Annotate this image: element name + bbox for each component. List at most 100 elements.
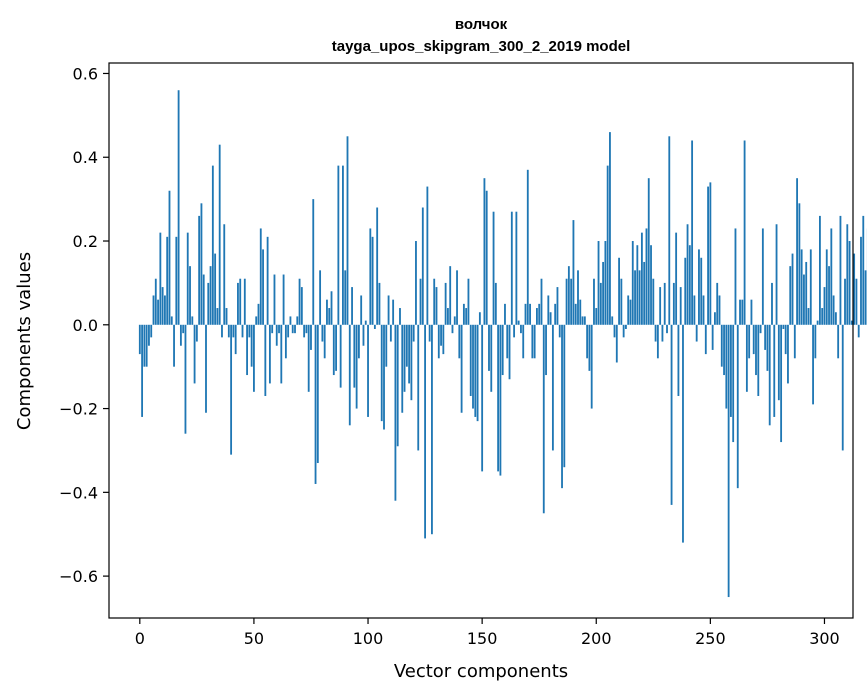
bar: [672, 282, 675, 325]
bar: [684, 257, 687, 325]
bar: [173, 324, 175, 367]
bar: [367, 324, 369, 417]
bar: [289, 316, 292, 325]
bar: [540, 278, 543, 325]
bar: [643, 261, 646, 325]
bar: [524, 303, 527, 325]
bar: [319, 270, 322, 325]
bar: [300, 287, 303, 325]
bar: [275, 324, 278, 346]
bar: [752, 324, 755, 355]
bar: [474, 324, 477, 417]
bar: [834, 312, 837, 325]
bar: [850, 320, 853, 325]
bar: [745, 324, 748, 392]
bar: [857, 324, 860, 338]
x-tick-label: 50: [244, 629, 264, 648]
bar: [494, 282, 497, 325]
bar: [615, 324, 618, 363]
bar: [618, 257, 620, 325]
bar: [846, 224, 849, 325]
bar: [593, 278, 595, 325]
bar: [312, 199, 315, 325]
bar: [353, 324, 356, 388]
bar: [262, 249, 264, 325]
bar: [145, 324, 148, 367]
bar: [184, 324, 187, 434]
bar: [273, 274, 276, 325]
bar: [351, 287, 353, 325]
bar: [853, 253, 856, 325]
bar: [761, 228, 764, 325]
bar: [230, 324, 233, 455]
bar: [328, 308, 331, 325]
bar: [294, 324, 296, 334]
bar: [492, 211, 495, 325]
bar: [515, 211, 518, 325]
bar: [780, 324, 783, 443]
bar: [536, 308, 538, 325]
bar: [654, 324, 657, 342]
bar: [807, 308, 810, 325]
bar: [668, 136, 671, 325]
bar: [412, 324, 415, 342]
bar: [296, 316, 299, 325]
bar: [437, 324, 440, 359]
bar: [828, 266, 830, 325]
bar: [675, 232, 678, 325]
bar: [773, 324, 776, 417]
bar: [727, 324, 730, 598]
bar: [764, 324, 767, 350]
bar: [253, 324, 255, 392]
bar: [214, 253, 217, 325]
bar: [558, 324, 561, 338]
bar: [538, 303, 541, 325]
bar: [415, 241, 417, 325]
bar: [369, 228, 372, 325]
bar: [549, 312, 552, 325]
x-tick-label: 300: [809, 629, 840, 648]
bar: [529, 303, 531, 325]
bar: [798, 203, 801, 325]
bar: [154, 278, 157, 325]
bar: [426, 186, 429, 325]
bar: [620, 278, 623, 325]
x-axis-ticks: 0 50 100 150 200 250 300: [135, 618, 840, 648]
bar: [809, 249, 812, 325]
bar: [138, 324, 141, 355]
bar: [433, 278, 436, 325]
bar: [316, 324, 319, 464]
bar: [348, 324, 351, 426]
bar: [337, 165, 340, 325]
y-tick-label: −0.6: [59, 567, 98, 586]
bar: [647, 178, 650, 325]
bar: [314, 324, 317, 484]
bar: [597, 241, 600, 325]
chart-subtitle: tayga_upos_skipgram_300_2_2019 model: [332, 38, 631, 55]
bar: [695, 324, 698, 342]
bar: [469, 324, 472, 396]
bar: [526, 169, 529, 325]
bar: [255, 316, 258, 325]
bar: [488, 324, 490, 371]
bar: [408, 324, 411, 384]
bar: [266, 236, 269, 325]
bar: [609, 132, 611, 325]
bar: [551, 324, 554, 451]
bar: [435, 287, 438, 325]
bar: [729, 324, 732, 417]
bar: [218, 144, 221, 325]
bar: [223, 224, 226, 325]
bar: [839, 215, 842, 325]
bar: [440, 324, 442, 346]
bar: [832, 295, 835, 325]
bar: [819, 215, 821, 325]
bar: [241, 324, 244, 338]
bar: [825, 249, 828, 325]
bar: [533, 324, 536, 359]
bar: [371, 236, 374, 325]
bar: [376, 207, 379, 325]
bar: [700, 257, 703, 325]
bar: [198, 215, 201, 325]
y-tick-label: 0.2: [73, 232, 98, 251]
